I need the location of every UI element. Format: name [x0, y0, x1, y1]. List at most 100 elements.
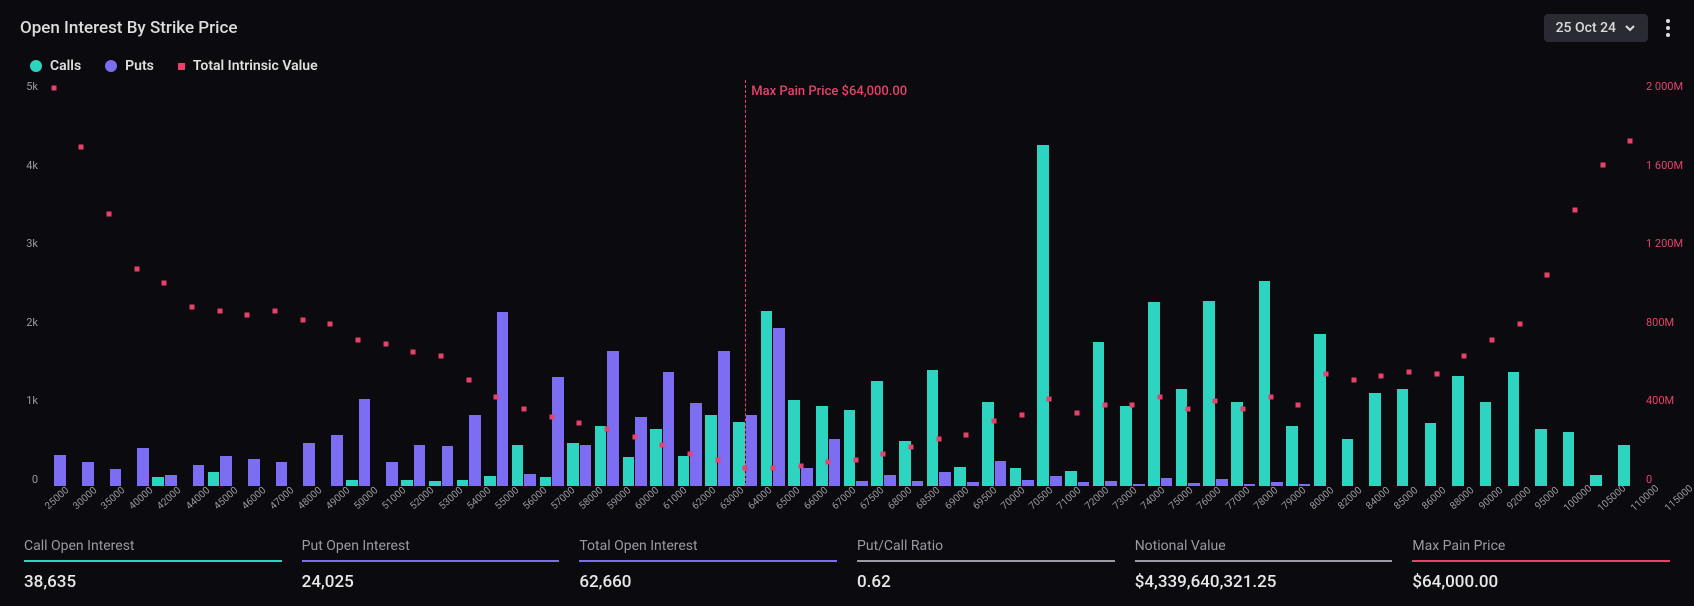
strike-column[interactable]	[344, 80, 372, 486]
strike-column[interactable]	[1478, 80, 1506, 486]
strike-column[interactable]	[1450, 80, 1478, 486]
put-bar	[497, 312, 509, 486]
strike-column[interactable]	[40, 80, 68, 486]
legend-puts[interactable]: Puts	[105, 58, 154, 74]
strike-column[interactable]	[234, 80, 262, 486]
strike-column[interactable]	[1506, 80, 1534, 486]
strike-column[interactable]	[565, 80, 593, 486]
legend-intrinsic-label: Total Intrinsic Value	[193, 58, 318, 74]
strike-column[interactable]	[1119, 80, 1147, 486]
put-bar	[552, 377, 564, 486]
strike-column[interactable]	[676, 80, 704, 486]
strike-column[interactable]	[1202, 80, 1230, 486]
call-bar	[816, 406, 828, 486]
strike-column[interactable]	[1174, 80, 1202, 486]
strike-column[interactable]	[1229, 80, 1257, 486]
y-right-tick: 2 000M	[1646, 80, 1683, 93]
strike-column[interactable]	[1285, 80, 1313, 486]
strike-column[interactable]	[870, 80, 898, 486]
strike-column[interactable]	[1091, 80, 1119, 486]
strike-column[interactable]	[510, 80, 538, 486]
strike-column[interactable]	[814, 80, 842, 486]
strike-column[interactable]	[455, 80, 483, 486]
strike-column[interactable]	[759, 80, 787, 486]
strike-column[interactable]	[123, 80, 151, 486]
strike-column[interactable]	[953, 80, 981, 486]
strike-column[interactable]	[372, 80, 400, 486]
strike-column[interactable]	[1340, 80, 1368, 486]
strike-column[interactable]	[289, 80, 317, 486]
strike-column[interactable]	[925, 80, 953, 486]
call-bar	[1508, 372, 1520, 486]
strike-column[interactable]	[1146, 80, 1174, 486]
strike-column[interactable]	[621, 80, 649, 486]
strike-column[interactable]	[400, 80, 428, 486]
stat-underline	[24, 560, 282, 562]
strike-column[interactable]	[1395, 80, 1423, 486]
strike-column[interactable]	[178, 80, 206, 486]
strike-column[interactable]	[1561, 80, 1589, 486]
put-bar	[386, 462, 398, 486]
stat-card: Max Pain Price$64,000.00	[1412, 538, 1670, 592]
y-left-tick: 1k	[26, 394, 38, 407]
y-left-tick: 5k	[26, 80, 38, 93]
strike-column[interactable]	[1312, 80, 1340, 486]
stat-underline	[579, 560, 837, 562]
strike-column[interactable]	[317, 80, 345, 486]
put-bar	[359, 399, 371, 486]
call-bar	[1535, 429, 1547, 486]
call-bar	[1397, 389, 1409, 486]
strike-column[interactable]	[897, 80, 925, 486]
strike-column[interactable]	[95, 80, 123, 486]
date-selector[interactable]: 25 Oct 24	[1544, 14, 1648, 42]
strike-column[interactable]	[1008, 80, 1036, 486]
strike-column[interactable]	[593, 80, 621, 486]
stat-underline	[1135, 560, 1393, 562]
strike-column[interactable]	[427, 80, 455, 486]
call-bar	[1286, 426, 1298, 486]
put-bar	[414, 445, 426, 486]
strike-column[interactable]	[1036, 80, 1064, 486]
plot-area[interactable]: Max Pain Price $64,000.00	[40, 80, 1644, 486]
legend-intrinsic[interactable]: Total Intrinsic Value	[178, 58, 318, 74]
strike-column[interactable]	[538, 80, 566, 486]
strike-column[interactable]	[1589, 80, 1617, 486]
strike-column[interactable]	[980, 80, 1008, 486]
header-controls: 25 Oct 24	[1544, 14, 1674, 42]
put-bar	[801, 468, 813, 486]
strike-column[interactable]	[1063, 80, 1091, 486]
y-left-tick: 4k	[26, 159, 38, 172]
strike-column[interactable]	[151, 80, 179, 486]
strike-column[interactable]	[1368, 80, 1396, 486]
strike-column[interactable]	[648, 80, 676, 486]
put-bar	[746, 415, 758, 486]
call-bar	[1148, 302, 1160, 486]
strike-column[interactable]	[1533, 80, 1561, 486]
strike-column[interactable]	[483, 80, 511, 486]
strike-column[interactable]	[787, 80, 815, 486]
put-bar	[524, 474, 536, 486]
strike-column[interactable]	[842, 80, 870, 486]
x-axis: 2500030000350004000042000440004500046000…	[40, 486, 1644, 518]
stats-row: Call Open Interest38,635Put Open Interes…	[0, 518, 1694, 596]
put-bar	[884, 475, 896, 486]
call-bar	[595, 426, 607, 486]
strike-column[interactable]	[261, 80, 289, 486]
stat-value: 38,635	[24, 572, 282, 592]
legend-calls-label: Calls	[50, 58, 81, 74]
y-right-tick: 800M	[1646, 316, 1674, 329]
stat-card: Put Open Interest24,025	[302, 538, 560, 592]
stat-card: Total Open Interest62,660	[579, 538, 837, 592]
legend-calls[interactable]: Calls	[30, 58, 81, 74]
strike-column[interactable]	[1423, 80, 1451, 486]
chevron-down-icon	[1624, 22, 1636, 34]
call-bar	[871, 381, 883, 486]
strike-column[interactable]	[206, 80, 234, 486]
put-bar	[82, 462, 94, 486]
strike-column[interactable]	[1616, 80, 1644, 486]
kebab-menu-icon[interactable]	[1662, 15, 1674, 41]
strike-column[interactable]	[1257, 80, 1285, 486]
strike-column[interactable]	[68, 80, 96, 486]
y-axis-right: 2 000M1 600M1 200M800M400M0	[1646, 80, 1694, 486]
strike-column[interactable]	[704, 80, 732, 486]
